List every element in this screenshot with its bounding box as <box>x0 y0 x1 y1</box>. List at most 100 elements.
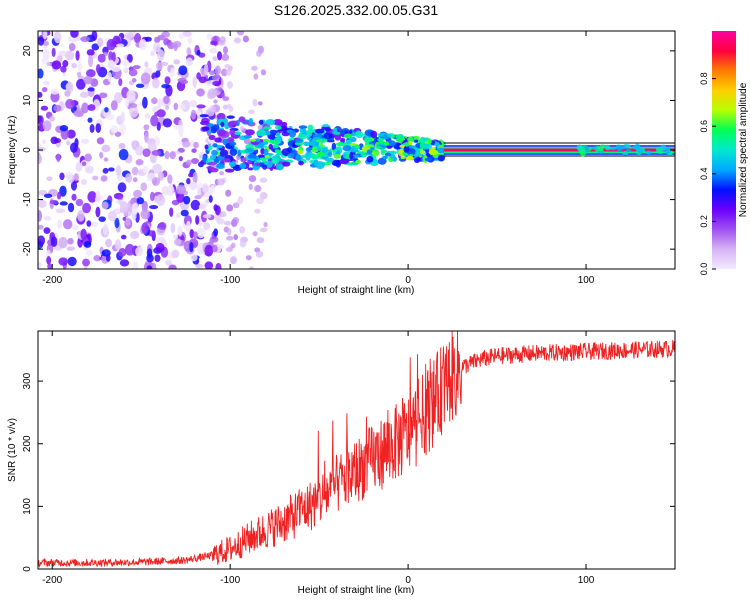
spectrogram-noise-blob <box>60 65 67 73</box>
spectrogram-noise-blob <box>203 63 209 76</box>
spectrogram-noise-blob <box>102 223 109 236</box>
spectrogram-noise-blob <box>43 193 53 199</box>
spectrogram-noise-blob <box>83 240 92 248</box>
spectrogram-hot-spot <box>269 139 278 145</box>
spectrogram-noise-blob <box>119 123 126 135</box>
spectrogram-signal-blob <box>389 153 396 159</box>
spectrogram-signal-blob <box>245 129 255 136</box>
spectrogram-signal-blob <box>298 125 308 129</box>
spectrogram-noise-blob <box>87 104 96 111</box>
spectrogram-noise-blob <box>135 145 145 156</box>
spectrogram-hot-spot <box>264 154 271 158</box>
spectrogram-noise-blob <box>154 111 163 117</box>
spectrogram-noise-blob <box>124 243 135 256</box>
spectrogram-noise-blob <box>108 51 113 62</box>
spectrogram-hot-spot <box>303 141 310 147</box>
spectrogram-noise-blob <box>101 144 111 153</box>
spectrogram-noise-blob <box>214 65 221 76</box>
spectrogram-noise-blob <box>178 65 188 76</box>
spectrogram-noise-blob <box>133 189 142 198</box>
spectrogram-x-tick-label: 100 <box>578 275 595 286</box>
spectrogram-signal-blob <box>324 126 331 132</box>
spectrogram-noise-blob <box>221 53 230 61</box>
spectrogram-signal-blob <box>247 167 254 171</box>
spectrogram-noise-blob <box>55 208 66 214</box>
spectrogram-signal-blob <box>415 150 420 157</box>
spectrogram-noise-blob <box>59 201 68 206</box>
spectrogram-hot-spot <box>274 149 280 153</box>
spectrogram-hot-spot <box>367 144 375 148</box>
spectrogram-signal-blob <box>265 118 276 126</box>
spectrogram-signal-blob <box>334 132 342 141</box>
spectrogram-signal-blob <box>227 121 233 127</box>
spectrogram-noise-blob <box>242 35 249 43</box>
spectrogram-noise-blob <box>38 199 47 208</box>
spectrogram-noise-blob <box>125 217 131 226</box>
spectrogram-noise-blob <box>91 43 100 51</box>
spectrogram-noise-blob <box>75 161 82 172</box>
spectrogram-noise-blob <box>56 219 63 229</box>
spectrogram-ridge-spread <box>637 148 644 154</box>
spectrogram-noise-blob <box>173 59 181 65</box>
spectrogram-noise-blob <box>201 184 209 193</box>
spectrogram-noise-blob <box>232 216 240 224</box>
spectrogram-noise-blob <box>67 202 75 213</box>
spectrogram-hot-spot <box>315 139 323 143</box>
spectrogram-signal-blob <box>331 159 341 167</box>
spectrogram-noise-blob <box>140 72 151 85</box>
spectrogram-noise-blob <box>245 255 252 261</box>
spectrogram-signal-blob <box>199 114 209 118</box>
spectrogram-noise-blob <box>225 246 233 253</box>
spectrogram-signal-blob <box>262 164 268 170</box>
spectrogram-noise-blob <box>87 191 97 203</box>
spectrogram-noise-blob <box>38 153 42 165</box>
spectrogram-noise-blob <box>217 87 223 92</box>
snr-marks <box>38 331 675 568</box>
spectrogram-noise-blob <box>192 76 198 88</box>
spectrogram-noise-blob <box>210 184 216 194</box>
spectrogram-noise-blob <box>114 239 122 251</box>
spectrogram-noise-blob <box>99 151 104 159</box>
spectrogram-noise-blob <box>110 100 118 111</box>
spectrogram-hot-spot <box>250 158 256 162</box>
spectrogram-noise-blob <box>38 210 43 222</box>
spectrogram-noise-blob <box>136 197 144 205</box>
spectrogram-ridge-spread <box>604 144 611 149</box>
spectrogram-signal-blob <box>216 163 222 168</box>
spectrogram-noise-blob <box>114 92 123 104</box>
snr-x-tick-label: -200 <box>42 575 62 586</box>
spectrogram-noise-blob <box>186 220 191 231</box>
spectrogram-noise-blob <box>131 140 137 148</box>
spectrogram-noise-blob <box>176 184 187 195</box>
spectrogram-hot-spot <box>297 149 304 155</box>
spectrogram-signal-blob <box>263 148 269 156</box>
spectrogram-signal-blob <box>298 160 304 166</box>
spectrogram-noise-blob <box>53 138 62 144</box>
spectrogram-ridge-spread <box>622 151 629 156</box>
spectrogram-noise-blob <box>118 78 123 87</box>
spectrogram-noise-blob <box>75 198 84 207</box>
spectrogram-noise-blob <box>87 117 93 123</box>
spectrogram-noise-blob <box>128 103 138 108</box>
spectrogram-y-tick-label: 10 <box>22 94 33 106</box>
spectrogram-noise-blob <box>216 51 223 61</box>
spectrogram-hot-spot <box>383 141 390 146</box>
spectrogram-noise-blob <box>167 174 173 184</box>
spectrogram-signal-blob <box>281 121 288 127</box>
spectrogram-noise-blob <box>150 97 159 104</box>
spectrogram-noise-blob <box>43 216 52 221</box>
spectrogram-y-tick-label: 20 <box>22 45 33 57</box>
spectrogram-noise-blob <box>209 105 216 113</box>
spectrogram-signal-blob <box>355 131 364 139</box>
spectrogram-signal-blob <box>428 149 439 156</box>
spectrogram-hot-spot <box>312 146 317 151</box>
spectrogram-noise-blob <box>169 181 174 193</box>
spectrogram-signal-blob <box>366 155 374 163</box>
snr-y-tick-label: 200 <box>22 435 33 452</box>
spectrogram-noise-blob <box>118 148 129 161</box>
spectrogram-noise-blob <box>173 124 183 130</box>
spectrogram-noise-blob <box>225 235 234 241</box>
spectrogram-noise-blob <box>173 238 182 246</box>
spectrogram-hot-spot <box>382 155 389 160</box>
